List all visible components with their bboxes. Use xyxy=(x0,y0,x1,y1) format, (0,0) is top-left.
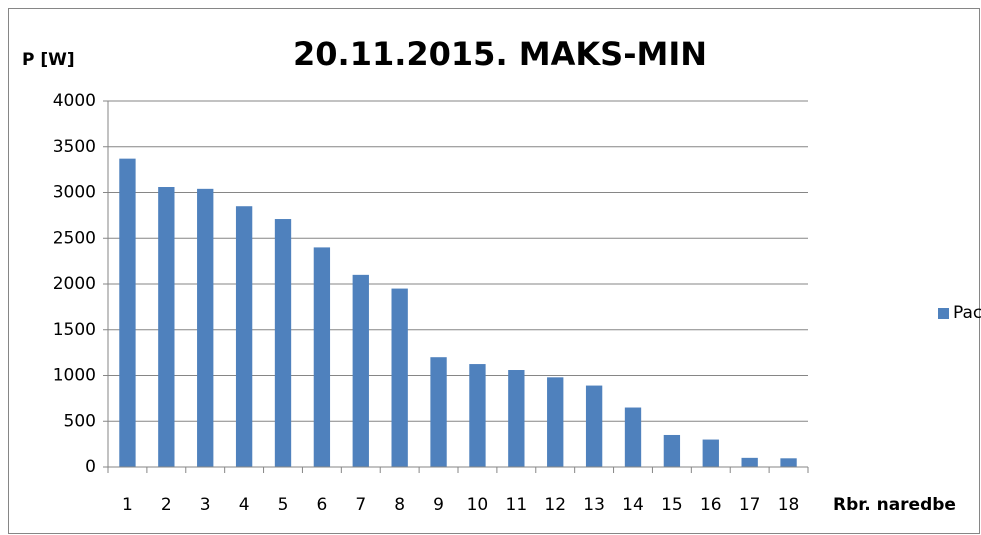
x-tick-label: 4 xyxy=(239,495,250,515)
x-tick-label: 1 xyxy=(122,495,133,515)
x-tick-label: 12 xyxy=(544,495,566,515)
bar xyxy=(624,407,642,467)
x-tick-label: 14 xyxy=(622,495,644,515)
x-tick-label: 18 xyxy=(778,495,800,515)
bar xyxy=(469,364,486,467)
bar xyxy=(235,206,253,467)
bar xyxy=(780,458,797,467)
bar xyxy=(313,247,331,467)
y-tick-label: 3500 xyxy=(53,137,96,157)
y-tick-label: 500 xyxy=(64,411,96,431)
chart-title: 20.11.2015. MAKS-MIN xyxy=(293,35,707,73)
bar xyxy=(702,439,719,467)
bar xyxy=(158,187,175,467)
x-tick-label: 6 xyxy=(316,495,327,515)
bar xyxy=(508,370,525,467)
y-tick-label: 4000 xyxy=(53,91,96,111)
chart-border xyxy=(8,8,980,534)
bar xyxy=(430,357,447,467)
x-tick-label: 5 xyxy=(278,495,289,515)
bar xyxy=(197,188,214,467)
bar xyxy=(274,219,292,467)
bar xyxy=(352,274,369,467)
x-tick-label: 3 xyxy=(200,495,211,515)
x-tick-label: 8 xyxy=(394,495,405,515)
y-tick-label: 0 xyxy=(85,457,96,477)
x-tick-label: 13 xyxy=(583,495,605,515)
bar xyxy=(585,385,603,467)
bar xyxy=(391,288,408,467)
x-axis-label: Rbr. naredbe xyxy=(833,495,956,515)
x-tick-label: 15 xyxy=(661,495,683,515)
y-tick-label: 3000 xyxy=(53,183,96,203)
x-tick-label: 17 xyxy=(739,495,761,515)
bar xyxy=(547,377,564,467)
legend-label: Pac xyxy=(953,303,981,323)
y-axis-label: P [W] xyxy=(22,50,75,70)
x-tick-label: 16 xyxy=(700,495,722,515)
x-tick-label: 11 xyxy=(506,495,528,515)
y-tick-label: 2000 xyxy=(53,274,96,294)
y-tick-label: 2500 xyxy=(53,228,96,248)
legend-swatch xyxy=(938,308,949,319)
bar xyxy=(741,457,758,467)
x-tick-label: 7 xyxy=(355,495,366,515)
y-tick-label: 1500 xyxy=(53,320,96,340)
y-tick-label: 1000 xyxy=(53,366,96,386)
x-tick-label: 10 xyxy=(467,495,489,515)
bar xyxy=(119,158,136,467)
x-tick-label: 9 xyxy=(433,495,444,515)
x-tick-label: 2 xyxy=(161,495,172,515)
bar xyxy=(663,434,681,467)
